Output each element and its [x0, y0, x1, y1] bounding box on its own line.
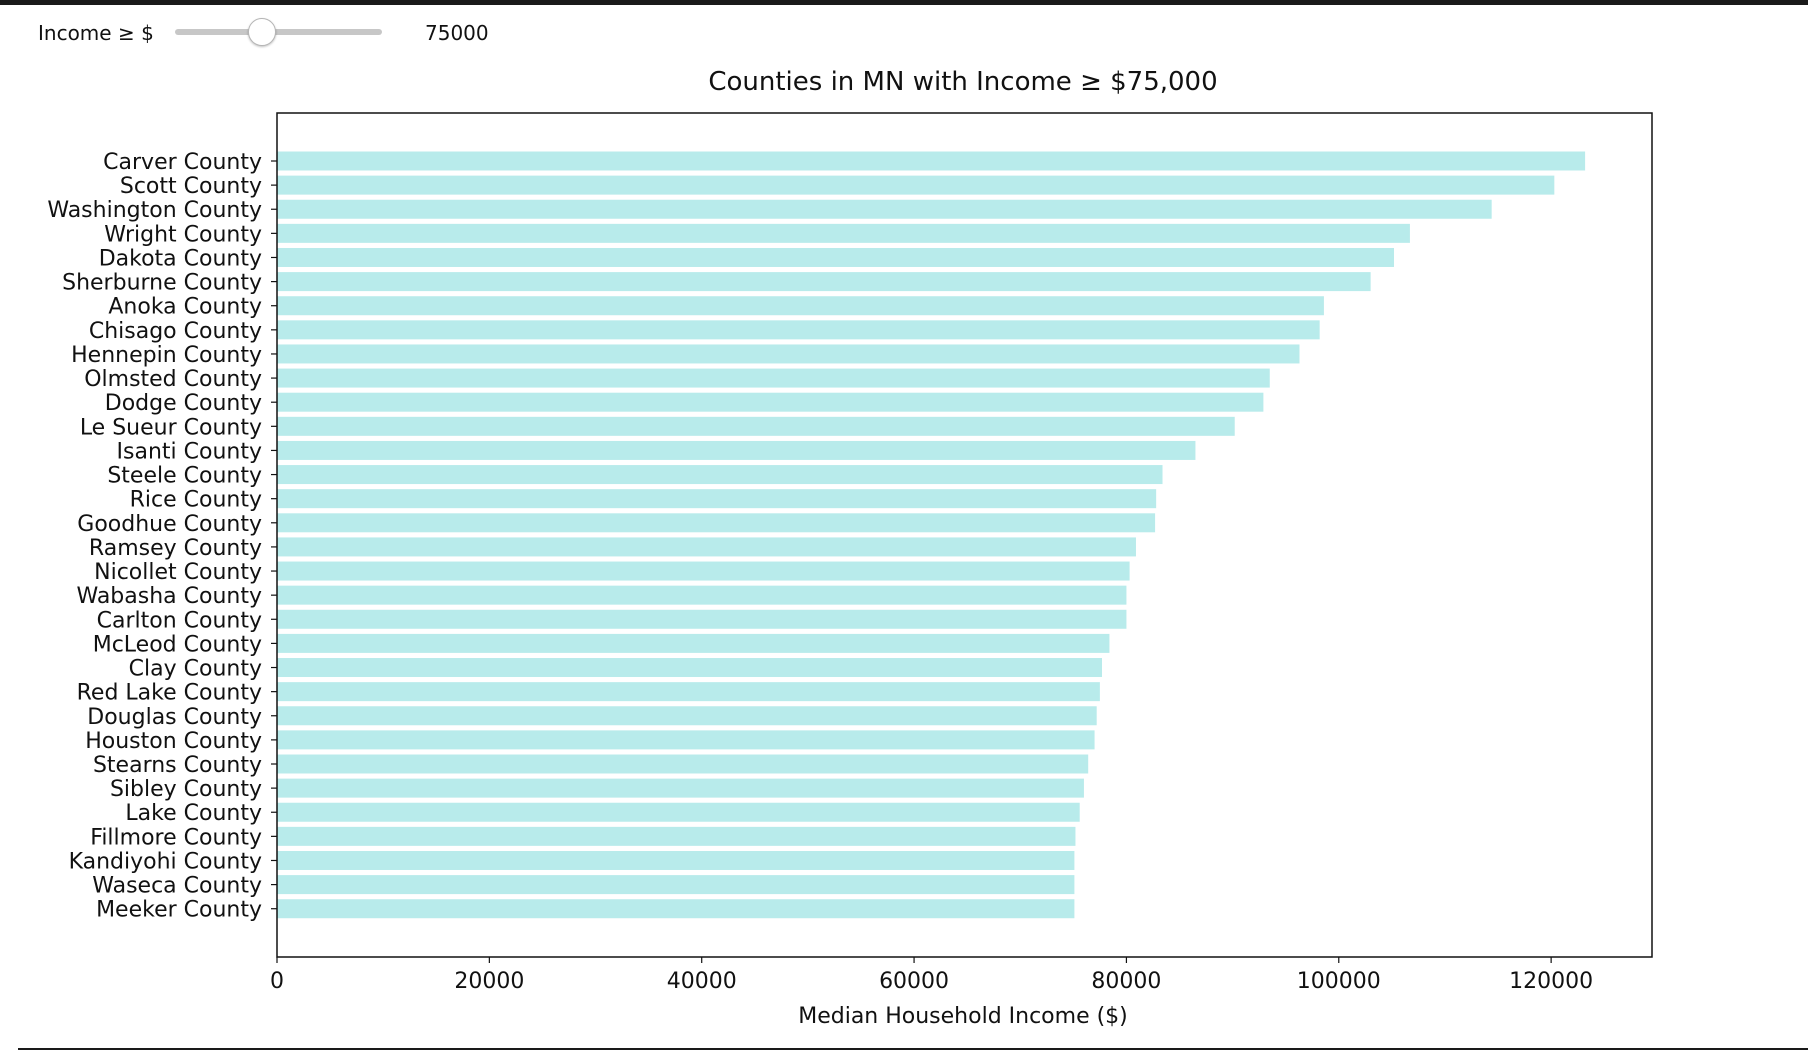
bar	[277, 513, 1156, 533]
bar	[277, 320, 1320, 340]
y-tick-label: Anoka County	[108, 295, 262, 320]
x-axis: 0 20000 40000 60000 80000 100000 120000	[270, 957, 1593, 994]
bottom-border	[18, 1048, 1808, 1050]
y-tick-label: Stearns County	[93, 753, 262, 778]
y-tick-label: Carlton County	[97, 608, 262, 633]
slider-value: 75000	[425, 21, 489, 45]
y-tick-label: Sherburne County	[62, 271, 262, 296]
bar	[277, 706, 1097, 726]
bar	[277, 609, 1127, 629]
y-tick-label: Rice County	[130, 488, 262, 513]
bar	[277, 247, 1394, 267]
bar	[277, 223, 1410, 243]
bar	[277, 368, 1270, 388]
bar	[277, 199, 1492, 219]
bar	[277, 344, 1300, 364]
y-tick-label: Wright County	[104, 222, 262, 247]
bar	[277, 633, 1110, 653]
y-tick-label: Dakota County	[99, 246, 262, 271]
bar	[277, 151, 1586, 171]
bar	[277, 296, 1324, 316]
x-tick-label: 60000	[879, 969, 949, 994]
x-axis-label: Median Household Income ($)	[798, 1004, 1128, 1029]
income-slider-track[interactable]	[175, 29, 382, 35]
y-tick-label: Hennepin County	[71, 343, 262, 368]
bar	[277, 392, 1264, 412]
slider-label: Income ≥ $	[38, 21, 154, 45]
y-tick-label: Ramsey County	[89, 536, 262, 561]
bar	[277, 272, 1371, 292]
y-tick-label: Washington County	[47, 198, 262, 223]
y-tick-label: Nicollet County	[94, 560, 262, 585]
income-bar-chart: Counties in MN with Income ≥ $75,000 Car…	[47, 67, 1653, 1029]
y-tick-label: McLeod County	[93, 632, 262, 657]
bar	[277, 802, 1080, 822]
y-tick-label: Douglas County	[87, 705, 262, 730]
y-tick-label: Lake County	[125, 801, 262, 826]
y-tick-label: Kandiyohi County	[69, 849, 262, 874]
plot-frame	[276, 112, 1653, 958]
bar	[277, 899, 1075, 919]
y-tick-label: Le Sueur County	[80, 415, 262, 440]
bars-layer	[277, 151, 1586, 919]
bar	[277, 416, 1235, 436]
y-tick-label: Scott County	[120, 174, 262, 199]
y-tick-label: Dodge County	[105, 391, 262, 416]
bar	[277, 875, 1075, 895]
chart-title: Counties in MN with Income ≥ $75,000	[708, 67, 1217, 97]
bar	[277, 489, 1157, 509]
y-tick-label: Sibley County	[110, 777, 262, 802]
y-tick-label: Carver County	[103, 150, 262, 175]
y-tick-label: Wabasha County	[76, 584, 262, 609]
y-tick-label: Chisago County	[89, 319, 262, 344]
bar	[277, 585, 1127, 605]
income-slider-thumb[interactable]	[247, 18, 276, 46]
y-tick-label: Houston County	[85, 729, 262, 754]
x-tick-label: 100000	[1297, 969, 1381, 994]
bar	[277, 658, 1102, 678]
top-border	[0, 0, 1808, 5]
y-tick-label: Fillmore County	[90, 825, 262, 850]
bar	[277, 682, 1100, 702]
y-tick-label: Clay County	[129, 657, 262, 682]
x-tick-label: 80000	[1091, 969, 1161, 994]
bar	[277, 537, 1136, 557]
y-tick-label: Waseca County	[92, 874, 262, 899]
y-tick-label: Steele County	[107, 464, 262, 489]
bar	[277, 175, 1555, 195]
x-tick-label: 20000	[454, 969, 524, 994]
bar	[277, 850, 1075, 870]
bar	[277, 778, 1084, 798]
bar	[277, 730, 1095, 750]
x-tick-label: 40000	[667, 969, 737, 994]
y-tick-label: Red Lake County	[77, 681, 262, 706]
bar	[277, 754, 1089, 774]
y-tick-label: Goodhue County	[77, 512, 262, 537]
income-filter-controls: Income ≥ $ 75000	[38, 14, 638, 50]
y-tick-label: Olmsted County	[84, 367, 262, 392]
bar	[277, 465, 1163, 485]
x-tick-label: 120000	[1509, 969, 1593, 994]
bar	[277, 561, 1130, 581]
y-tick-label: Meeker County	[96, 898, 262, 923]
bar	[277, 826, 1076, 846]
x-tick-label: 0	[270, 969, 284, 994]
bar	[277, 440, 1196, 460]
y-tick-label: Isanti County	[117, 439, 262, 464]
